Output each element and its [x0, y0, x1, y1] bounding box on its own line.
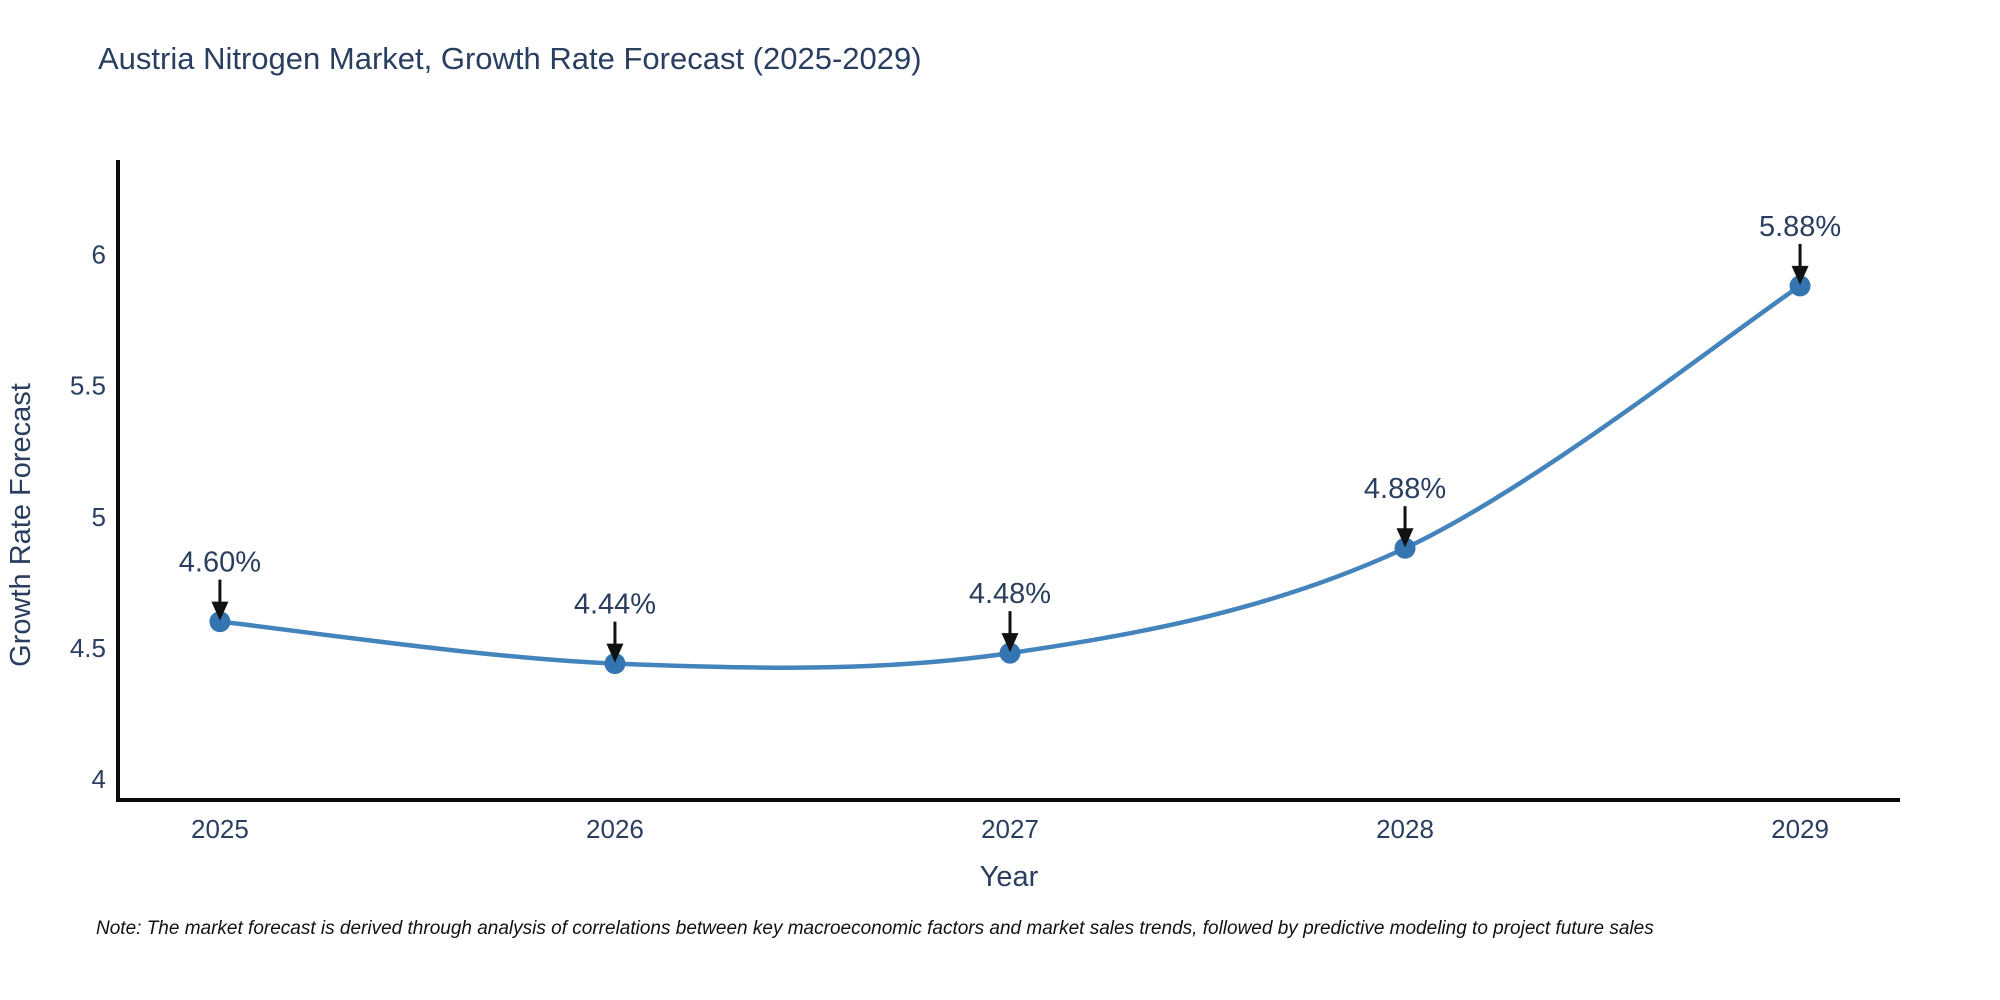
annotation-label: 4.44% [574, 589, 656, 621]
data-point-marker [999, 642, 1021, 664]
data-point-marker [604, 653, 626, 675]
series-line [217, 283, 1803, 670]
x-tick-label: 2027 [981, 814, 1039, 844]
annotation-label: 4.48% [969, 578, 1051, 610]
y-axis-title: Growth Rate Forecast [5, 383, 37, 667]
annotation-arrowhead [211, 601, 229, 621]
annotation-arrowhead [1001, 633, 1019, 653]
footnote: Note: The market forecast is derived thr… [96, 918, 1654, 939]
data-point-marker [1789, 275, 1811, 297]
x-tick-label: 2026 [586, 814, 644, 844]
annotation-label: 4.88% [1364, 473, 1446, 505]
x-tick-label: 2025 [191, 814, 249, 844]
y-tick-label: 6 [92, 240, 106, 270]
annotation-label: 5.88% [1759, 211, 1841, 243]
y-tick-label: 4 [92, 764, 106, 794]
y-tick-label: 5 [92, 502, 106, 532]
data-point-marker [209, 611, 231, 633]
chart-title: Austria Nitrogen Market, Growth Rate For… [98, 41, 922, 76]
annotation-arrowhead [1396, 528, 1414, 548]
x-tick-label: 2028 [1376, 814, 1434, 844]
y-tick-label: 5.5 [70, 371, 106, 401]
annotation-arrowhead [1791, 265, 1809, 285]
annotation-arrowhead [606, 643, 624, 663]
annotation-label: 4.60% [179, 547, 261, 579]
y-tick-label: 4.5 [70, 633, 106, 663]
data-point-marker [1394, 537, 1416, 559]
x-tick-label: 2029 [1771, 814, 1829, 844]
x-axis-title: Year [980, 861, 1039, 893]
